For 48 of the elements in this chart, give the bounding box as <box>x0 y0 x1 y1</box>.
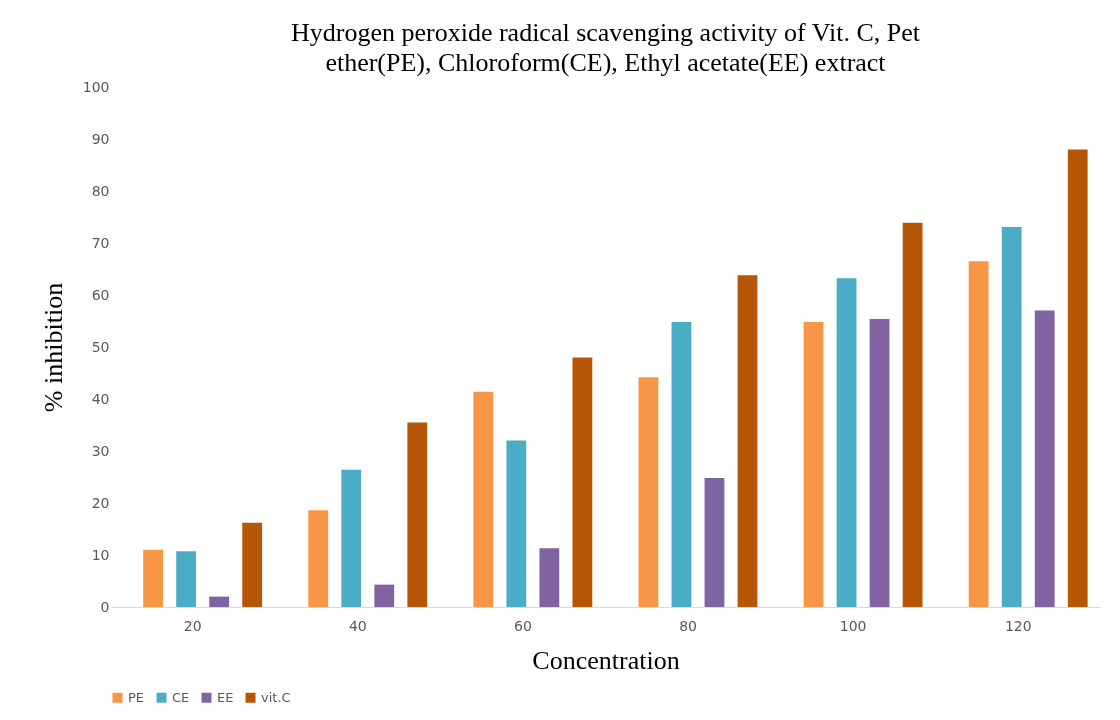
bar <box>836 278 857 607</box>
legend-label: PE <box>128 689 145 705</box>
y-tick-label: 0 <box>100 598 110 615</box>
y-tick-label: 90 <box>91 130 110 147</box>
legend-label: EE <box>217 689 234 705</box>
bar <box>506 440 527 607</box>
y-tick-label: 80 <box>91 182 110 199</box>
y-tick-label: 50 <box>91 338 110 355</box>
bar <box>704 478 725 607</box>
y-tick-label: 20 <box>91 494 110 511</box>
bar <box>539 548 560 607</box>
y-tick-label: 100 <box>82 78 110 95</box>
bar <box>341 469 362 607</box>
bar <box>968 261 989 607</box>
legend-label: vit.C <box>261 689 291 705</box>
bar <box>407 422 428 607</box>
y-tick-label: 30 <box>91 442 110 459</box>
bar <box>869 318 890 607</box>
y-tick-label: 60 <box>91 286 110 303</box>
chart-title: Hydrogen peroxide radical scavenging activity of Vit. C, Pet ether(PE), Chloroform(CE), Ethyl acetate(EE) extract <box>290 18 921 77</box>
bar <box>638 377 659 607</box>
bar <box>209 596 230 607</box>
bar <box>671 322 692 607</box>
bar <box>1034 310 1055 607</box>
x-tick-label: 40 <box>348 617 367 634</box>
bar <box>176 551 197 607</box>
y-tick-label: 40 <box>91 390 110 407</box>
x-tick-label: 100 <box>839 617 867 634</box>
bar <box>902 222 923 607</box>
legend-label: CE <box>172 689 190 705</box>
x-tick-label: 120 <box>1004 617 1032 634</box>
bar <box>1001 226 1022 607</box>
bar <box>308 510 329 607</box>
bar <box>473 391 494 607</box>
x-tick-label: 60 <box>514 617 532 634</box>
y-axis-title: % inhibition <box>38 282 68 413</box>
y-tick-label: 10 <box>91 546 110 563</box>
bar <box>803 322 824 607</box>
bar <box>572 357 593 607</box>
bar <box>242 522 263 607</box>
x-tick-label: 80 <box>679 617 697 634</box>
x-tick-label: 20 <box>183 617 202 634</box>
y-tick-label: 70 <box>91 234 110 251</box>
bar <box>374 584 395 607</box>
bar <box>143 549 164 607</box>
bar <box>1067 149 1088 607</box>
x-axis-title: Concentration <box>532 645 680 675</box>
bar <box>737 275 758 607</box>
